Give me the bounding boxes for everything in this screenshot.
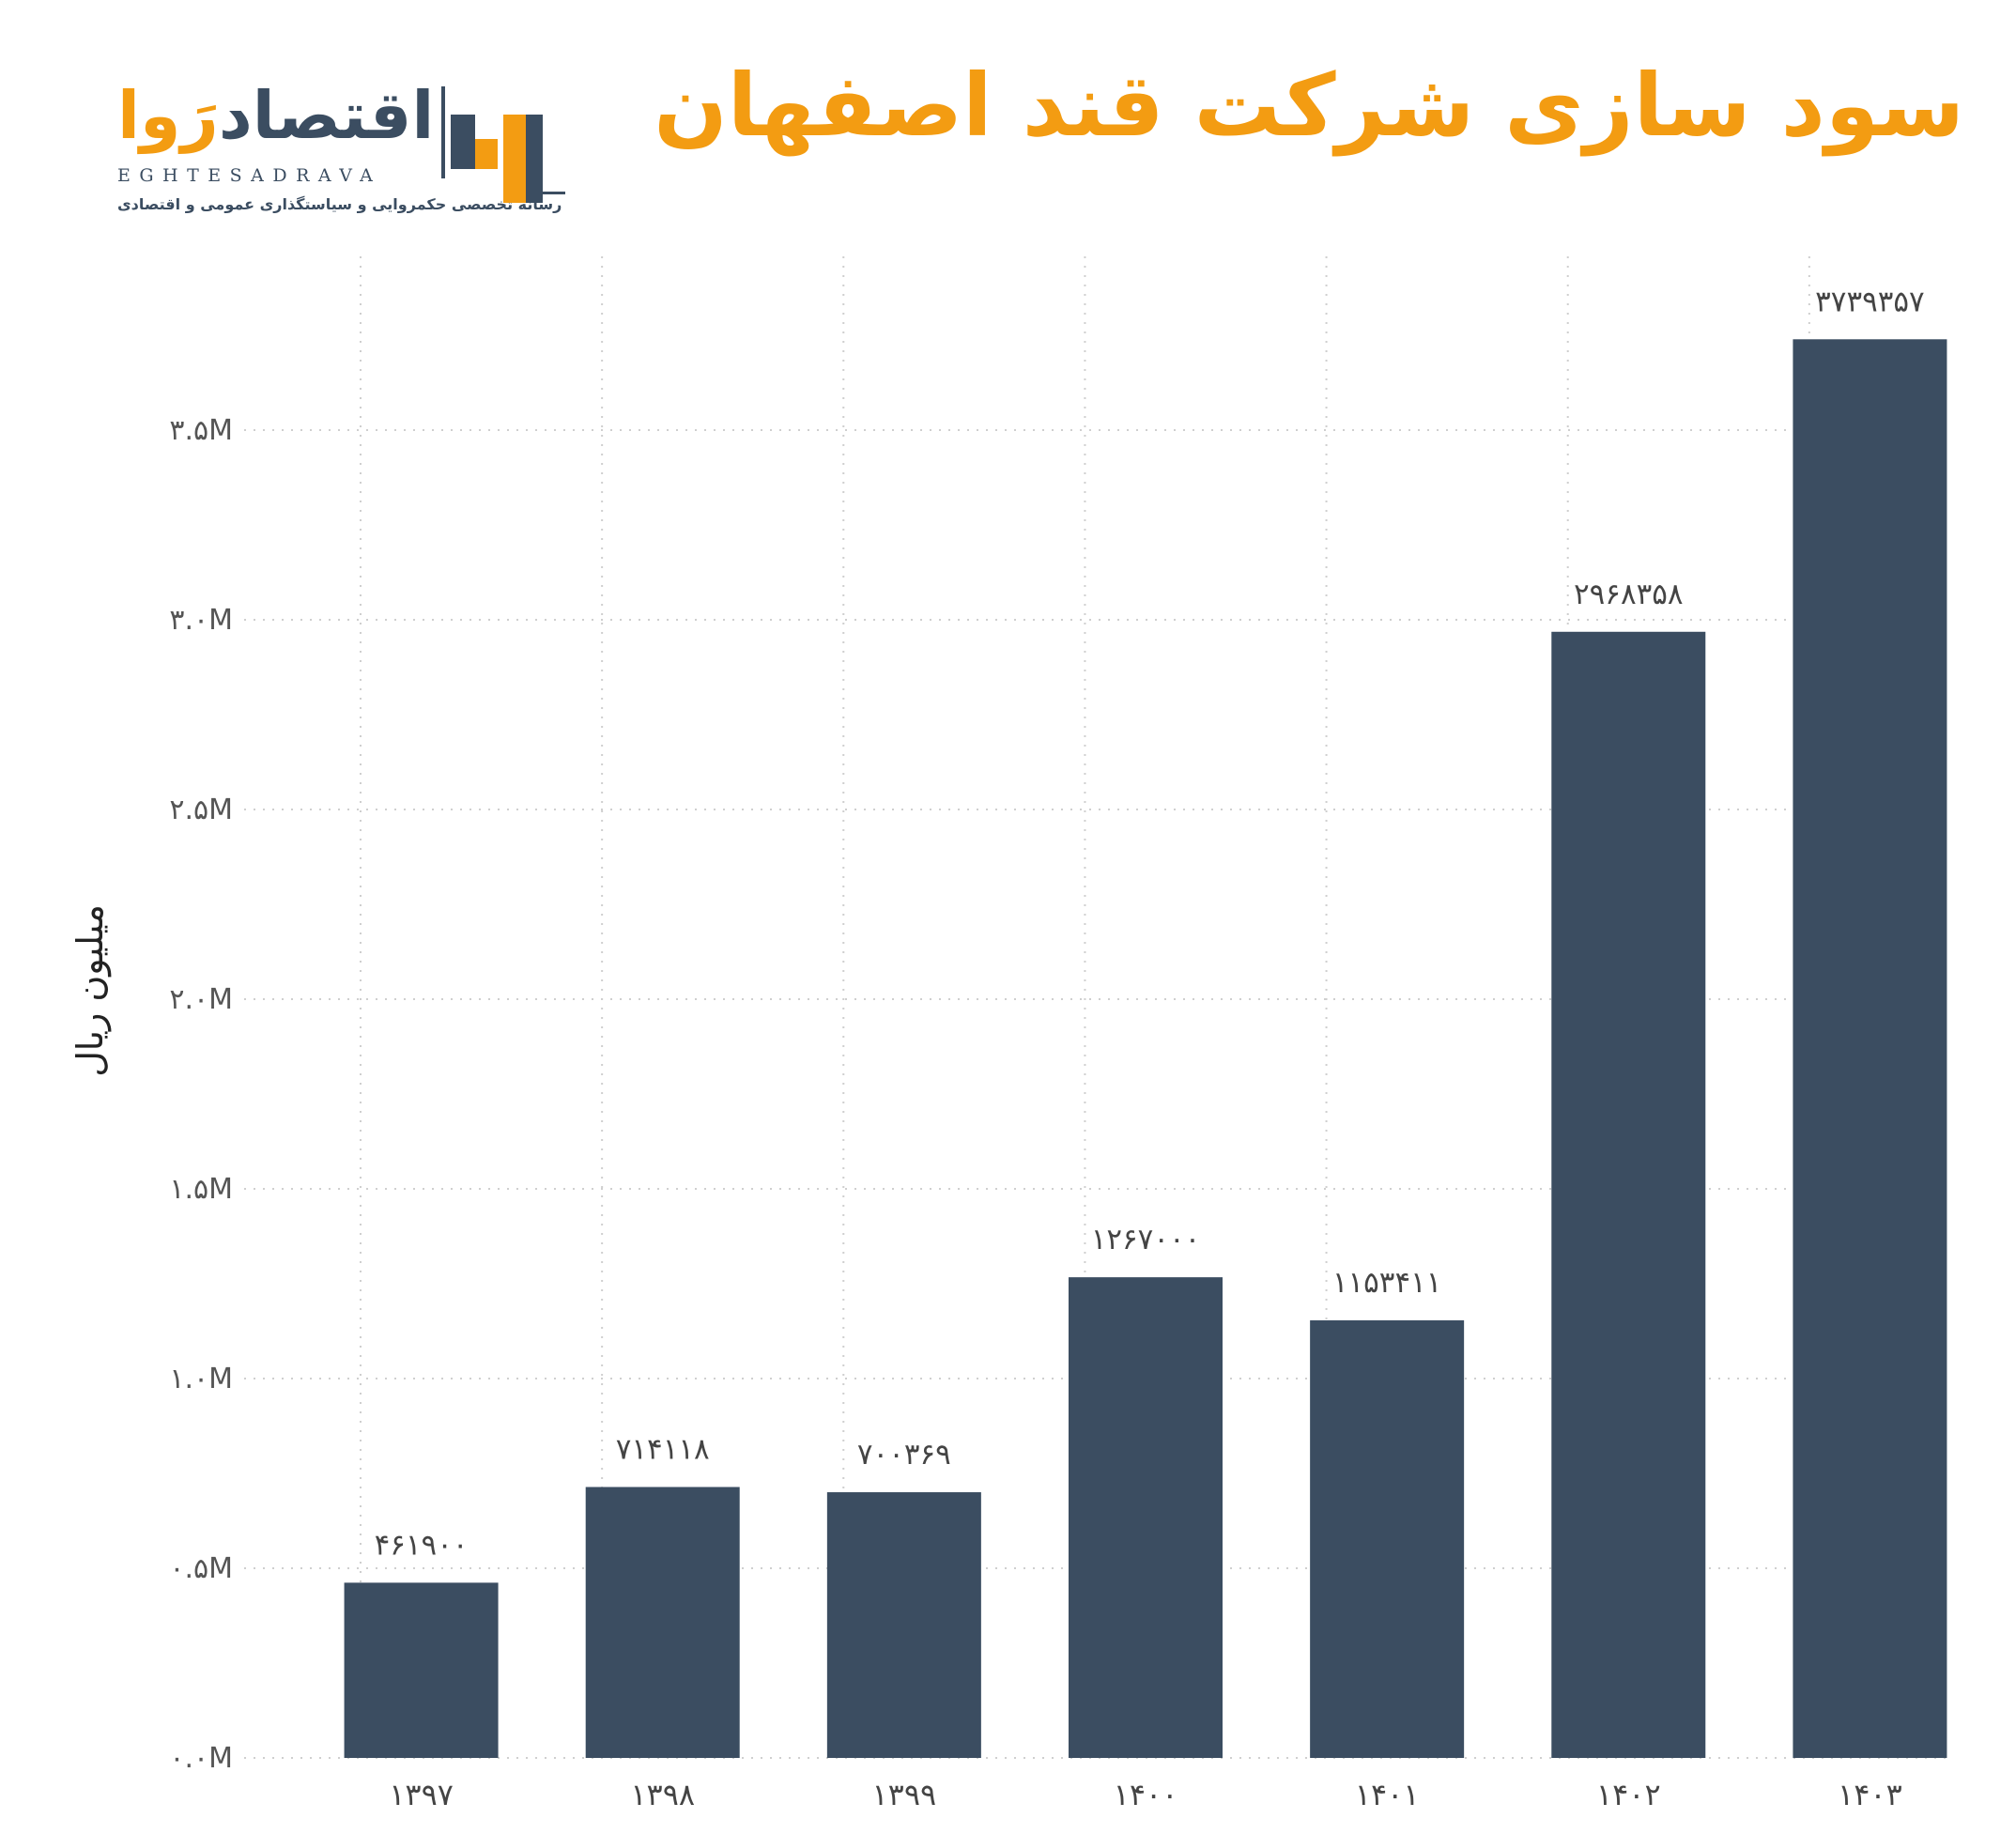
bar [826,1492,981,1758]
bar [1551,631,1706,1758]
x-tick-label: ۱۳۹۷ [389,1777,454,1812]
y-tick-label: ۲.۰M [169,983,233,1016]
x-tick-label: ۱۳۹۸ [630,1777,695,1812]
y-tick-label: ۳.۵M [169,414,233,447]
bar-value-label: ۱۲۶۷۰۰۰ [1091,1223,1201,1256]
y-tick-label: ۰.۵M [169,1552,233,1585]
bar [1310,1320,1465,1758]
bar [585,1487,740,1758]
y-tick-label: ۱.۵M [169,1173,233,1206]
bar-value-label: ۷۰۰۳۶۹ [857,1438,951,1472]
chart-title: سود سازی شرکت قند اصفهان [654,55,1964,156]
y-tick-label: ۳.۰M [169,604,233,637]
x-tick-label: ۱۴۰۳ [1838,1777,1902,1812]
x-tick-label: ۱۴۰۰ [1114,1777,1178,1812]
bar-value-label: ۳۷۳۹۳۵۷ [1815,285,1925,318]
logo-word-accent: رَوا [117,77,219,154]
logo-wordmark: اقتصادرَوا [117,83,434,148]
logo-tagline: رسانه تخصصی حکمروایی و سیاستگذاری عمومی … [117,195,562,213]
brand-logo: اقتصادرَوا EGHTESADRAVA رسانه تخصصی حکمر… [113,83,573,223]
x-tick-label: ۱۴۰۲ [1596,1777,1661,1812]
x-tick-label: ۱۳۹۹ [871,1777,936,1812]
bar [1793,339,1947,1758]
bar-value-label: ۱۱۵۳۴۱۱ [1332,1266,1442,1300]
bar-value-label: ۴۶۱۹۰۰ [375,1528,469,1562]
y-tick-label: ۱.۰M [169,1363,233,1395]
bar [1069,1277,1223,1758]
logo-mark-icon [441,86,565,203]
logo-latin-text: EGHTESADRAVA [117,165,382,186]
bar-value-label: ۲۹۶۸۳۵۸ [1574,578,1684,611]
logo-word-main: اقتصاد [218,77,435,154]
bar [344,1582,499,1758]
y-tick-label: ۲.۵M [169,794,233,826]
y-tick-label: ۰.۰M [169,1742,233,1775]
x-tick-label: ۱۴۰۱ [1355,1777,1420,1812]
bar-value-label: ۷۱۴۱۱۸ [616,1432,710,1466]
